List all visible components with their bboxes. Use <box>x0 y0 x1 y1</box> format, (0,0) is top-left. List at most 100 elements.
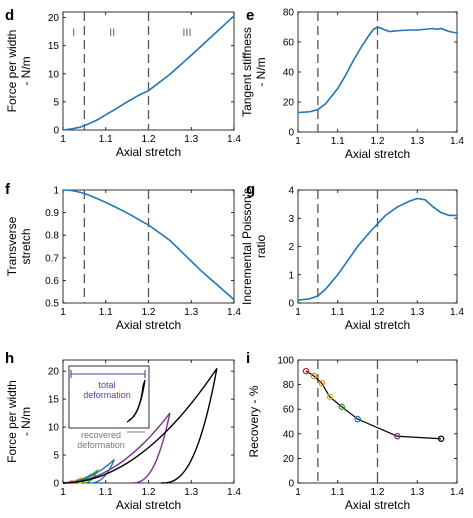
y-axis-label: Tangent stiffness- N/m <box>240 27 268 117</box>
y-tick-label: 4 <box>288 186 294 197</box>
x-tick-label: 1.3 <box>184 134 198 145</box>
x-tick-label: 1.3 <box>184 307 198 318</box>
y-tick-label: 20 <box>48 13 60 24</box>
y-tick-label: 0.5 <box>45 299 59 310</box>
y-tick-label: 20 <box>283 454 295 465</box>
x-axis-label: Axial stretch <box>116 145 181 159</box>
y-tick-label: 0 <box>288 479 294 490</box>
y-axis-label: Recovery - % <box>247 385 261 457</box>
x-tick-label: 1.4 <box>450 307 464 318</box>
recovery-point <box>394 433 401 440</box>
series-line <box>297 26 458 114</box>
y-tick-label: 15 <box>48 41 60 52</box>
y-tick-label: 0.8 <box>45 231 59 242</box>
x-tick-label: 1.4 <box>227 487 241 498</box>
region-label: II <box>109 27 115 39</box>
y-tick-label: 15 <box>48 395 60 406</box>
y-tick-label: 0 <box>288 299 294 310</box>
y-tick-label: 10 <box>48 423 60 434</box>
y-tick-label: 80 <box>283 380 295 391</box>
panel-e: 1 1.1 1.2 1.3 1.4 0 20 40 60 80 Axial stretch Tange… <box>240 8 464 162</box>
y-tick-label: 1 <box>53 186 59 197</box>
hysteresis-loop <box>62 367 218 484</box>
panel-d: 1 1.1 1.2 1.3 1.4 0 5 10 15 20 Axial stretch Force … <box>5 11 241 159</box>
x-axis-label: Axial stretch <box>345 318 410 332</box>
x-tick-label: 1.1 <box>99 134 113 145</box>
y-tick-label: 10 <box>48 69 60 80</box>
y-tick-label: 0 <box>53 479 59 490</box>
panel-letter-d: d <box>5 7 14 24</box>
series-line <box>62 15 235 131</box>
y-tick-label: 2 <box>288 242 294 253</box>
x-axis-label: Axial stretch <box>116 498 181 512</box>
x-tick-label: 1.2 <box>371 136 385 147</box>
panel-letter-f: f <box>5 181 11 198</box>
y-tick-label: 20 <box>283 98 295 109</box>
x-tick-label: 1.4 <box>450 136 464 147</box>
y-axis-label: Incremental Poisson'sratio <box>240 188 268 305</box>
x-tick-label: 1.2 <box>142 134 156 145</box>
x-tick-label: 1.3 <box>410 307 424 318</box>
panel-i: 1 1.1 1.2 1.3 1.4 0 20 40 60 80 100 Axial stretch Re… <box>247 356 464 513</box>
x-tick-label: 1 <box>60 307 66 318</box>
y-axis-label: Transversestretch <box>5 216 33 276</box>
y-tick-label: 0.9 <box>45 208 59 219</box>
panel-letter-h: h <box>5 350 14 367</box>
x-axis-label: Axial stretch <box>116 318 181 332</box>
inset-box <box>68 365 150 429</box>
recovery-point <box>310 372 318 380</box>
x-tick-label: 1.4 <box>227 307 241 318</box>
recovery-point <box>354 415 361 423</box>
x-tick-label: 1 <box>60 487 66 498</box>
y-tick-label: 20 <box>48 367 60 378</box>
recovery-point <box>318 380 326 387</box>
series-line <box>297 197 457 301</box>
panel-letter-i: i <box>246 350 250 367</box>
x-tick-label: 1.2 <box>142 487 156 498</box>
y-tick-label: 40 <box>283 68 295 79</box>
y-tick-label: 1 <box>288 270 294 281</box>
x-tick-label: 1 <box>295 487 301 498</box>
inset: total deformation <box>68 365 150 429</box>
x-tick-label: 1 <box>295 307 301 318</box>
series-line <box>62 189 235 301</box>
x-tick-label: 1.4 <box>450 487 464 498</box>
panel-letter-g: g <box>246 181 255 198</box>
y-tick-label: 80 <box>283 8 295 19</box>
panel-f: 1 1.1 1.2 1.3 1.4 0.5 0.6 0.7 0.8 0.9 1 Axial stret… <box>5 186 241 333</box>
region-label: I <box>72 27 75 39</box>
y-tick-label: 5 <box>53 451 59 462</box>
y-tick-label: 3 <box>288 214 294 225</box>
x-tick-label: 1.2 <box>371 307 385 318</box>
x-tick-label: 1.1 <box>331 307 345 318</box>
y-tick-label: 0.7 <box>45 253 59 264</box>
recovery-line <box>305 370 442 440</box>
recovery-point <box>302 367 310 375</box>
x-tick-label: 1.4 <box>227 134 241 145</box>
x-tick-label: 1.3 <box>410 136 424 147</box>
y-axis-label: Force per width- N/m <box>5 380 33 463</box>
y-tick-label: 60 <box>283 405 295 416</box>
y-tick-label: 0 <box>288 128 294 139</box>
y-tick-label: 100 <box>277 356 294 367</box>
x-tick-label: 1.3 <box>184 487 198 498</box>
inset-loop <box>126 379 146 423</box>
x-tick-label: 1.2 <box>142 307 156 318</box>
recovery-point <box>338 403 345 410</box>
x-tick-label: 1.2 <box>371 487 385 498</box>
inset-total-label: total deformation <box>83 380 131 400</box>
y-tick-label: 60 <box>283 38 295 49</box>
y-tick-label: 0.6 <box>45 276 59 287</box>
x-tick-label: 1.1 <box>331 136 345 147</box>
x-tick-label: 1.1 <box>99 307 113 318</box>
recovery-point <box>326 393 334 401</box>
x-tick-label: 1.1 <box>331 487 345 498</box>
recovery-point <box>437 435 445 442</box>
x-tick-label: 1 <box>60 134 66 145</box>
panel-letter-e: e <box>246 7 254 24</box>
y-tick-label: 40 <box>283 429 295 440</box>
x-axis-label: Axial stretch <box>345 147 410 161</box>
panel-h: 1 1.1 1.2 1.3 1.4 0 5 10 15 20 Axial stretch Force … <box>5 359 241 512</box>
